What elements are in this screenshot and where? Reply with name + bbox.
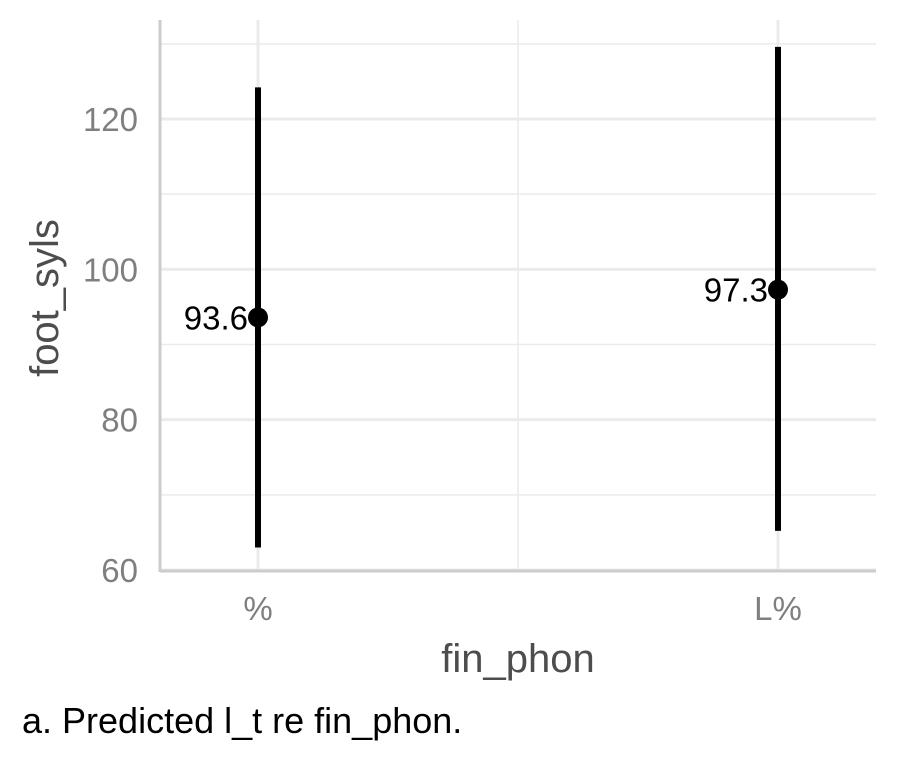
chart: 60 80 100 120 % L% 93.6 97.3 fin_phon foot_sy… <box>23 20 876 681</box>
x-axis-title: fin_phon <box>441 637 594 681</box>
point-ranges: 93.6 97.3 <box>184 46 788 548</box>
y-axis-title: foot_syls <box>23 219 67 377</box>
estimate-label: 97.3 <box>704 272 768 309</box>
x-tick-label: L% <box>754 590 802 627</box>
grid-lines <box>160 20 876 572</box>
y-tick-label: 60 <box>101 552 138 589</box>
estimate-point <box>768 279 788 300</box>
y-tick-labels: 60 80 100 120 <box>83 101 138 589</box>
estimate-point <box>248 307 268 328</box>
x-tick-labels: % L% <box>243 590 802 627</box>
estimate-label: 93.6 <box>184 299 248 336</box>
figure-caption: a. Predicted l_t re fin_phon. <box>22 700 463 741</box>
y-tick-label: 120 <box>83 101 138 138</box>
y-tick-label: 100 <box>83 251 138 288</box>
axes <box>158 20 876 573</box>
y-tick-label: 80 <box>101 402 138 439</box>
x-tick-label: % <box>243 590 272 627</box>
